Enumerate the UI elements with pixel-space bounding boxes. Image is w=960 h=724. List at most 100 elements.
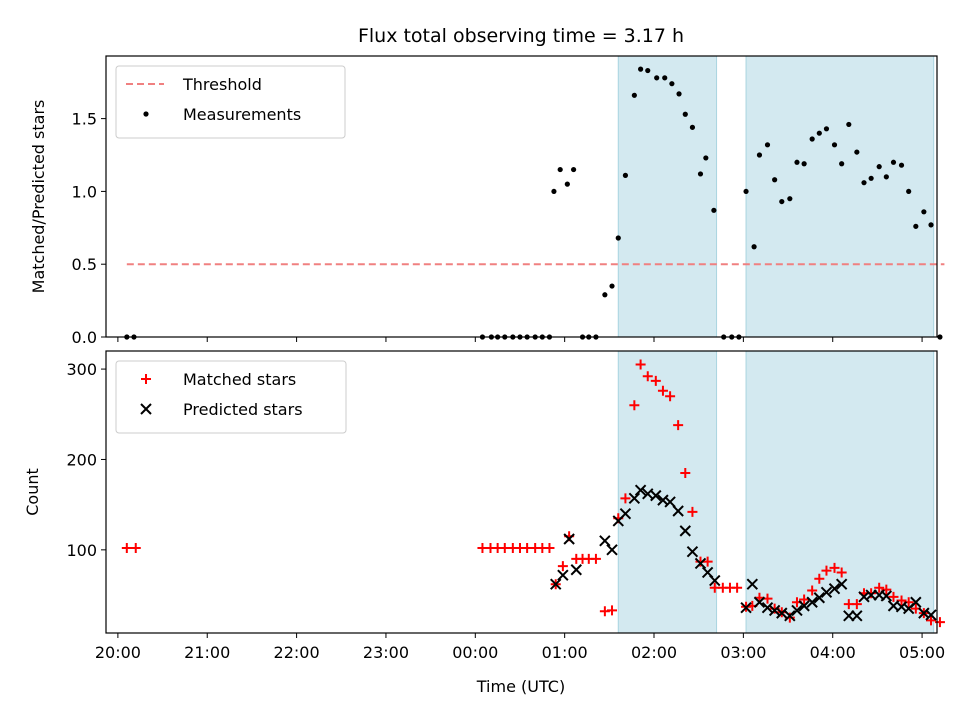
data-point (642, 371, 653, 382)
data-point (746, 578, 759, 590)
y-tick-label: 1.0 (72, 182, 97, 201)
data-point (798, 600, 810, 612)
y-tick-label: 1.5 (72, 110, 97, 129)
x-tick-label: 03:00 (720, 643, 766, 662)
data-point (702, 556, 713, 567)
data-point (570, 564, 582, 576)
data-point (590, 553, 601, 564)
legend-label: Matched stars (183, 370, 296, 389)
shaded-interval (745, 350, 935, 634)
legend: Threshold Measurements (115, 65, 346, 139)
shaded-interval (617, 55, 718, 338)
data-point (784, 610, 796, 622)
data-point (839, 161, 845, 167)
data-point (628, 492, 641, 505)
x-tick-label: 21:00 (184, 643, 230, 662)
legend-box (115, 360, 347, 434)
legend: Matched stars Predicted stars (115, 360, 347, 434)
data-point (910, 596, 922, 608)
panel-top: 0.0 0.5 1.0 1.5 Matched/Predicted stars Thres… (29, 55, 945, 347)
data-point (753, 596, 766, 608)
data-point (650, 489, 662, 502)
data-point (756, 152, 763, 158)
x-tick-label: 00:00 (452, 643, 498, 662)
data-point (809, 136, 815, 142)
plot-frame (105, 350, 938, 634)
y-axis-label: Matched/Predicted stars (29, 100, 48, 294)
data-point (801, 161, 807, 167)
data-point (779, 198, 785, 205)
legend-swatch (140, 403, 152, 415)
data-point (703, 155, 709, 161)
data-point (564, 181, 570, 187)
data-point (638, 66, 644, 72)
data-point (820, 586, 833, 599)
data-point (751, 244, 757, 250)
data-point (835, 578, 848, 590)
y-tick-label: 300 (66, 360, 97, 379)
data-point (787, 196, 793, 202)
data-point (791, 604, 803, 617)
data-point (898, 162, 905, 168)
data-point (928, 222, 934, 228)
y-tick-label: 0.5 (72, 255, 97, 274)
data-point (121, 543, 132, 554)
data-point (711, 207, 717, 213)
shaded-interval (617, 350, 718, 634)
data-point (836, 567, 847, 578)
data-point (680, 468, 691, 479)
x-axis-label: Time (UTC) (476, 677, 565, 696)
y-tick-label: 100 (66, 541, 97, 560)
data-point (709, 574, 721, 587)
data-point (682, 111, 688, 117)
data-point (689, 124, 696, 130)
data-point (631, 92, 637, 98)
data-point (629, 400, 640, 411)
data-point (650, 375, 661, 386)
legend-label: Measurements (183, 105, 301, 124)
data-point (921, 209, 927, 215)
data-point (635, 359, 646, 370)
data-point (622, 172, 629, 178)
data-point (883, 174, 889, 180)
data-point (768, 604, 781, 617)
data-point (679, 525, 691, 537)
data-point (806, 596, 818, 608)
data-point (854, 149, 860, 155)
data-point (846, 121, 852, 128)
legend-swatch (143, 111, 149, 117)
legend-label: Threshold (182, 75, 262, 94)
panel-bottom: 20:00 21:00 22:00 23:00 00:00 01:00 02:00 03:00… (23, 350, 945, 662)
data-point (669, 81, 675, 87)
x-tick-label: 05:00 (899, 643, 945, 662)
data-point (799, 594, 810, 605)
data-point (772, 177, 778, 183)
data-point (851, 610, 863, 622)
data-point (807, 585, 818, 596)
data-point (821, 565, 832, 576)
series-predicted-stars (550, 484, 937, 622)
y-tick-label: 200 (66, 450, 97, 469)
data-point (876, 164, 882, 170)
data-point (686, 545, 699, 558)
data-point (890, 159, 897, 165)
data-point (609, 283, 615, 289)
data-point (888, 591, 899, 602)
data-point (732, 582, 743, 593)
data-point (551, 188, 557, 195)
data-point (673, 420, 684, 431)
data-point (657, 385, 668, 396)
y-tick-label: 0.0 (72, 328, 97, 347)
data-point (615, 235, 621, 241)
data-point (544, 543, 555, 554)
data-point (761, 601, 774, 614)
data-point (913, 223, 919, 229)
data-point (672, 505, 684, 517)
data-point (557, 569, 569, 581)
data-point (896, 595, 907, 606)
data-point (550, 578, 562, 590)
data-point (662, 75, 668, 81)
data-point (906, 188, 912, 195)
x-tick-label: 22:00 (274, 643, 320, 662)
